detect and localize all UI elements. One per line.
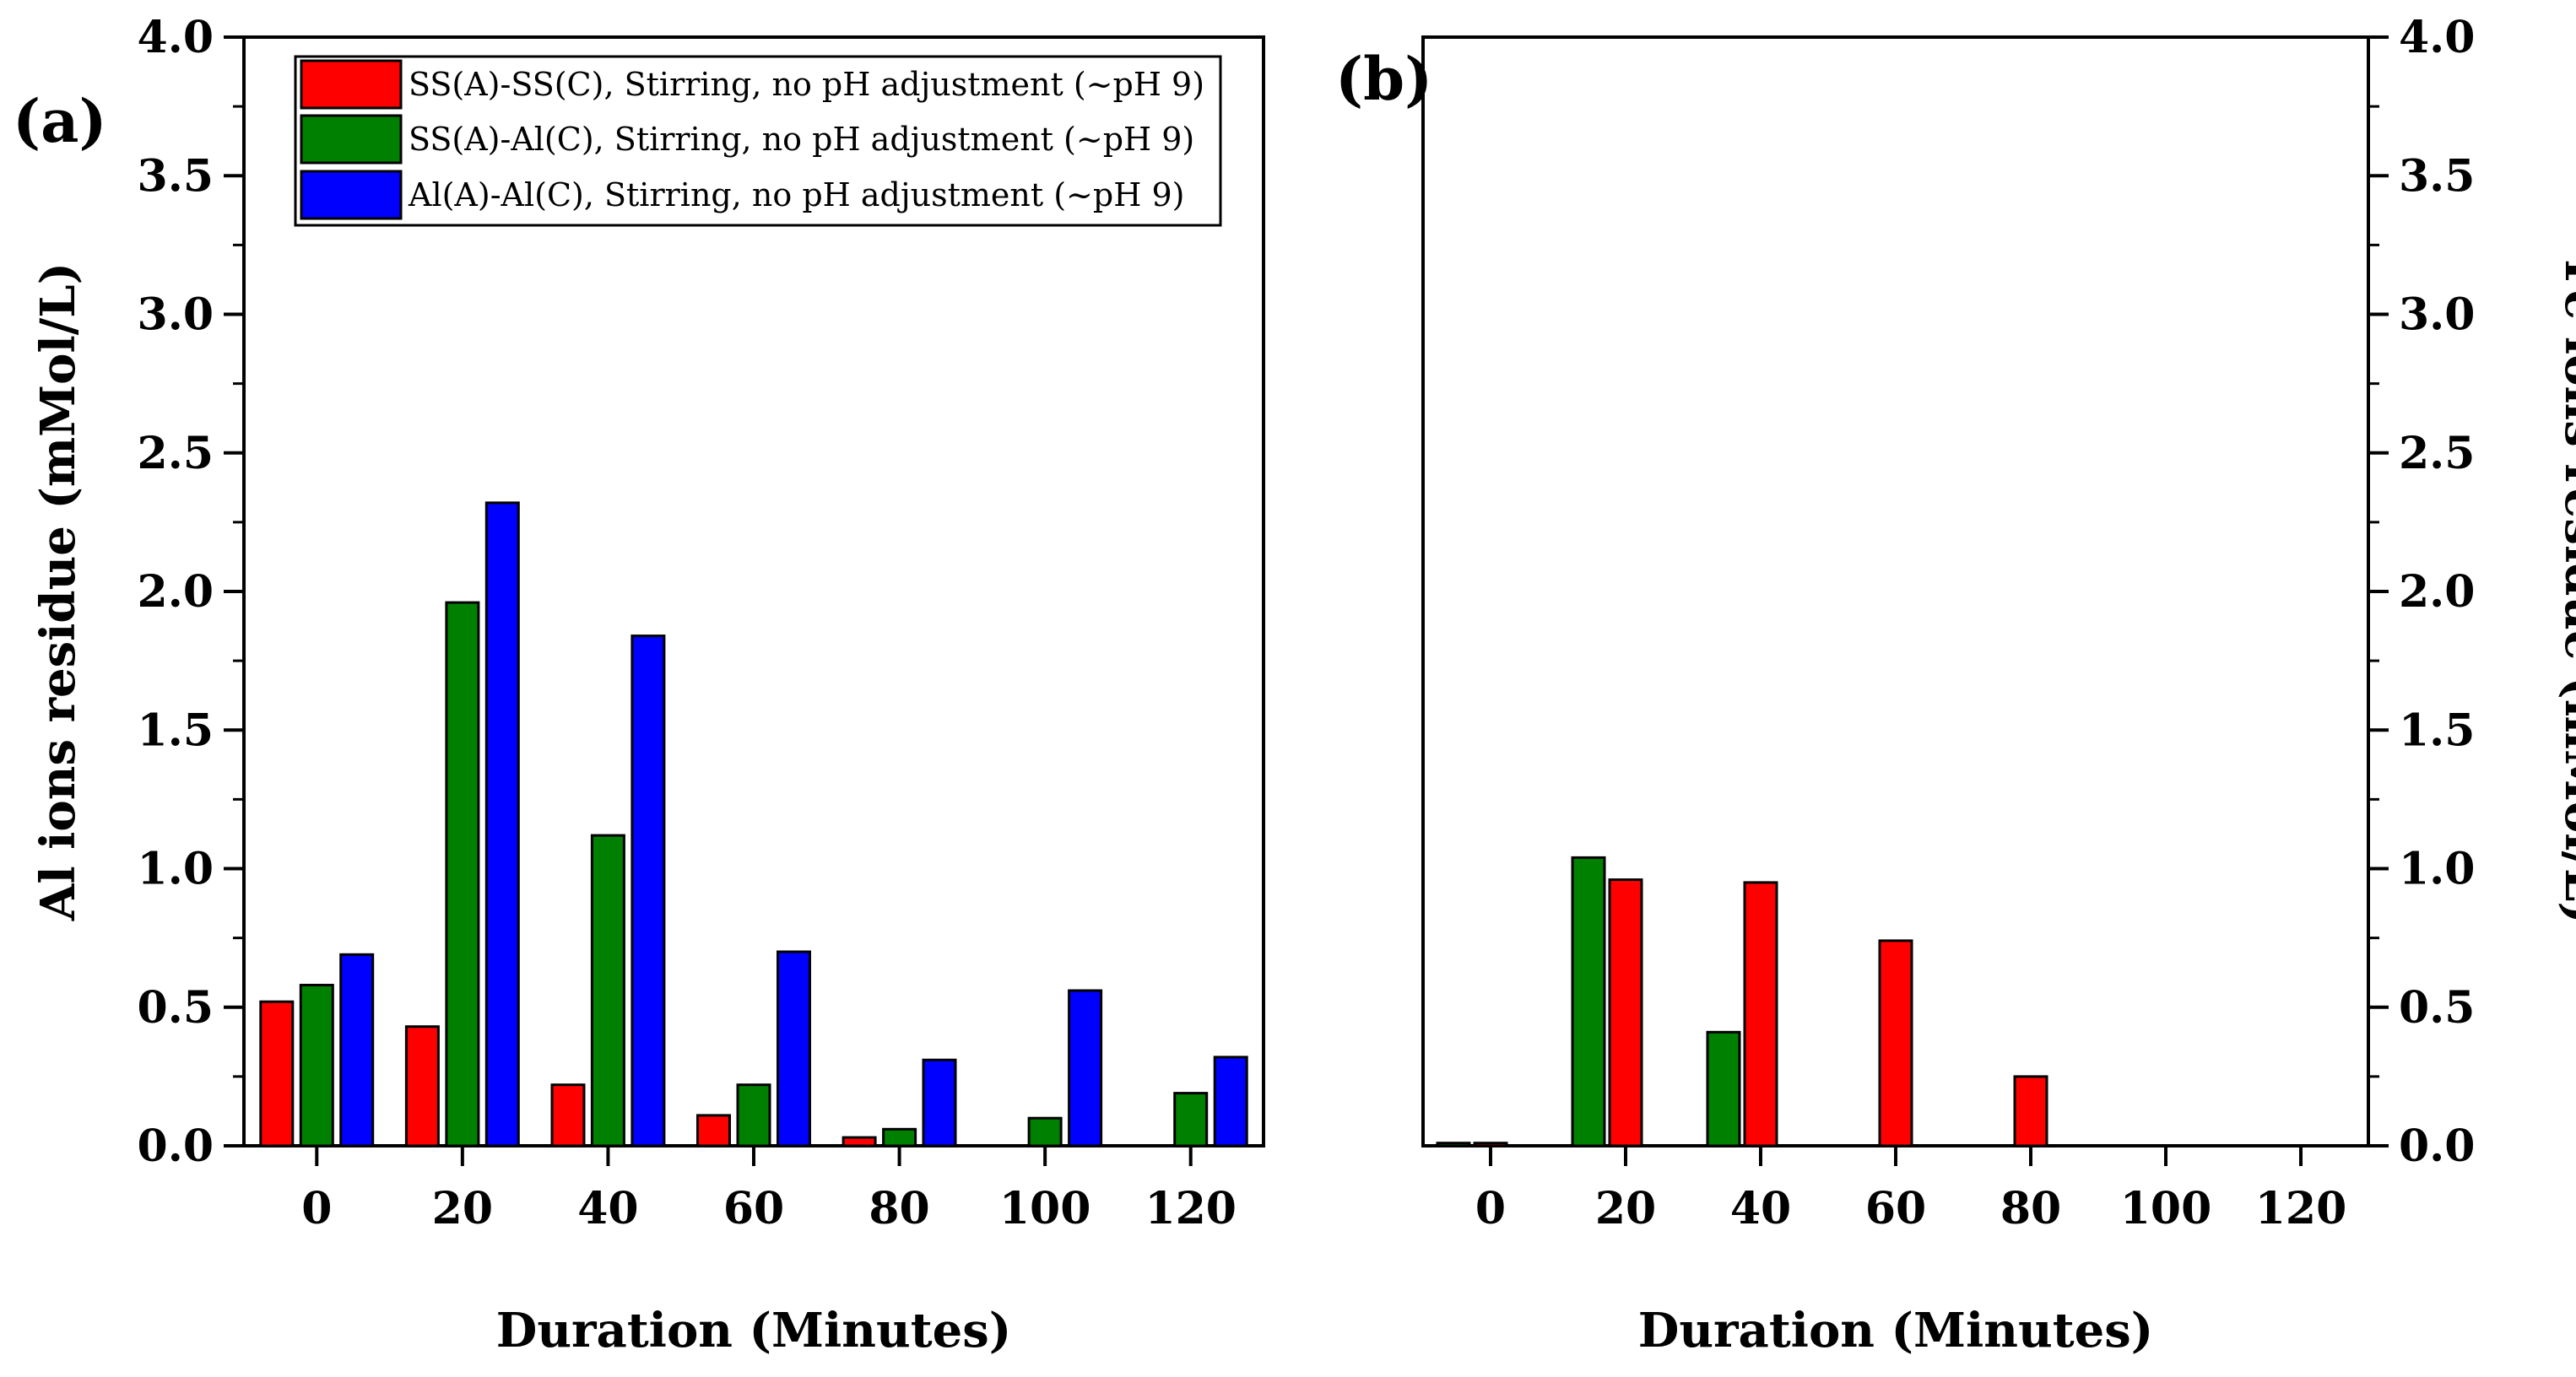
y-axis-ticks-a: 0.0 0.5 1.0 1.5 2.0 2.5 3.0 3.5 4.0 [138, 12, 244, 1172]
bar-a-green-80 [882, 1127, 917, 1148]
bar-a-blue-100 [1068, 989, 1103, 1148]
y-axis-title-a: Al ions residue (mMol/L) [30, 262, 86, 921]
y-tick-label-a-4.0: 4.0 [138, 12, 214, 63]
x-tick-label-b-0: 0 [1475, 1183, 1506, 1234]
bar-b-red-80 [2013, 1075, 2048, 1148]
x-tick-label-b-60: 60 [1865, 1183, 1926, 1234]
legend-label-2: SS(A)-Al(C), Stirring, no pH adjustment … [409, 121, 1194, 158]
legend-label-1: SS(A)-SS(C), Stirring, no pH adjustment … [409, 66, 1204, 103]
legend-frame [294, 55, 1222, 227]
x-tick-label-a-60: 60 [723, 1183, 784, 1234]
panel-label-b: (b) [1335, 44, 1432, 114]
y-tick-label-b-1.0: 1.0 [2399, 844, 2475, 895]
bar-a-red-40 [550, 1083, 586, 1148]
y-tick-label-a-2.0: 2.0 [138, 566, 214, 618]
bar-a-blue-40 [630, 634, 666, 1148]
x-tick-label-b-80: 80 [2000, 1183, 2061, 1234]
bar-a-red-0 [259, 1000, 295, 1148]
y-tick-label-b-3.0: 3.0 [2399, 289, 2475, 341]
x-tick-label-a-100: 100 [999, 1183, 1091, 1234]
x-tick-label-b-40: 40 [1730, 1183, 1791, 1234]
y-tick-label-b-1.5: 1.5 [2399, 705, 2475, 756]
bar-b-red-60 [1878, 939, 1913, 1148]
chart-panel-a: (a) 0.0 0.5 1.0 1.5 2.0 2.5 3.0 3.5 4.0 0 20 40 60 8… [13, 12, 1265, 1358]
y-tick-label-b-0.0: 0.0 [2399, 1120, 2475, 1172]
bar-a-blue-80 [922, 1058, 957, 1148]
bar-b-red-40 [1743, 881, 1778, 1148]
bars-group-b [1436, 856, 2048, 1148]
bar-b-red-20 [1608, 878, 1643, 1148]
bar-a-green-100 [1027, 1116, 1063, 1148]
y-tick-label-a-3.5: 3.5 [138, 150, 214, 202]
bar-a-blue-20 [484, 501, 520, 1148]
bar-a-red-80 [842, 1136, 877, 1148]
x-axis-title-a: Duration (Minutes) [496, 1303, 1011, 1358]
bar-a-blue-60 [777, 950, 811, 1148]
legend-swatch-2 [300, 114, 403, 165]
y-tick-label-b-2.0: 2.0 [2399, 566, 2475, 618]
legend-entry-1: SS(A)-SS(C), Stirring, no pH adjustment … [300, 59, 1204, 110]
legend-entry-3: Al(A)-Al(C), Stirring, no pH adjustment … [300, 170, 1184, 220]
y-tick-label-a-1.5: 1.5 [138, 705, 214, 756]
y-tick-label-a-2.5: 2.5 [138, 428, 214, 479]
x-axis-ticks-a: 0 20 40 60 80 100 120 [301, 1146, 1237, 1234]
x-tick-label-a-20: 20 [432, 1183, 493, 1234]
bar-a-green-120 [1173, 1092, 1209, 1148]
bar-b-red-0 [1473, 1142, 1508, 1148]
legend-swatch-1 [300, 59, 403, 110]
y-tick-label-b-3.5: 3.5 [2399, 150, 2475, 202]
bar-b-green-20 [1571, 856, 1606, 1148]
x-tick-label-a-120: 120 [1145, 1183, 1237, 1234]
x-tick-label-a-80: 80 [869, 1183, 929, 1234]
y-tick-label-a-1.0: 1.0 [138, 844, 214, 895]
bar-a-green-20 [445, 601, 480, 1148]
bar-a-red-60 [696, 1114, 731, 1148]
y-axis-ticks-b: 0.0 0.5 1.0 1.5 2.0 2.5 3.0 3.5 4.0 [2368, 12, 2475, 1172]
y-axis-title-b: Fe ions residue (mMol/L) [2554, 259, 2576, 924]
legend-swatch-3 [300, 170, 403, 220]
x-tick-label-a-0: 0 [301, 1183, 332, 1234]
legend: SS(A)-SS(C), Stirring, no pH adjustment … [294, 55, 1222, 227]
legend-entry-2: SS(A)-Al(C), Stirring, no pH adjustment … [300, 114, 1194, 165]
y-tick-label-a-0.0: 0.0 [138, 1120, 214, 1172]
bar-a-blue-120 [1213, 1056, 1248, 1148]
chart-panel-b: (b) 0.0 0.5 1.0 1.5 2.0 2.5 3.0 3.5 4.0 0 20 40 60 8… [1335, 12, 2576, 1358]
bar-a-blue-0 [339, 953, 375, 1148]
bars-group-a [259, 501, 1248, 1148]
panel-label-a: (a) [13, 86, 107, 156]
x-tick-label-b-100: 100 [2120, 1183, 2212, 1234]
x-axis-title-b: Duration (Minutes) [1638, 1303, 2153, 1358]
y-tick-label-a-0.5: 0.5 [138, 982, 214, 1034]
bar-a-red-20 [404, 1025, 440, 1148]
bar-b-green-0 [1436, 1142, 1471, 1148]
bar-a-green-60 [736, 1083, 771, 1148]
bar-a-green-40 [590, 834, 625, 1148]
x-axis-ticks-b: 0 20 40 60 80 100 120 [1475, 1146, 2346, 1234]
legend-label-3: Al(A)-Al(C), Stirring, no pH adjustment … [408, 176, 1184, 213]
x-tick-label-a-40: 40 [577, 1183, 638, 1234]
y-tick-label-b-2.5: 2.5 [2399, 428, 2475, 479]
x-tick-label-b-120: 120 [2255, 1183, 2347, 1234]
bar-b-green-40 [1706, 1030, 1741, 1148]
y-tick-label-b-4.0: 4.0 [2399, 12, 2475, 63]
bar-a-green-0 [299, 984, 334, 1148]
y-tick-label-a-3.0: 3.0 [138, 289, 214, 341]
y-tick-label-b-0.5: 0.5 [2399, 982, 2475, 1034]
x-tick-label-b-20: 20 [1595, 1183, 1656, 1234]
